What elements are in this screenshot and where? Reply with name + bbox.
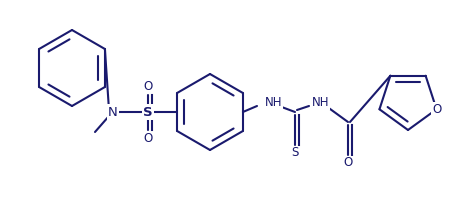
Text: O: O <box>432 103 441 116</box>
Text: O: O <box>344 156 352 170</box>
Text: NH: NH <box>265 97 283 109</box>
Text: O: O <box>143 80 153 93</box>
Text: S: S <box>143 105 153 118</box>
Text: O: O <box>143 133 153 145</box>
Text: NH: NH <box>312 97 329 109</box>
Text: S: S <box>291 147 299 160</box>
Text: N: N <box>108 105 118 118</box>
